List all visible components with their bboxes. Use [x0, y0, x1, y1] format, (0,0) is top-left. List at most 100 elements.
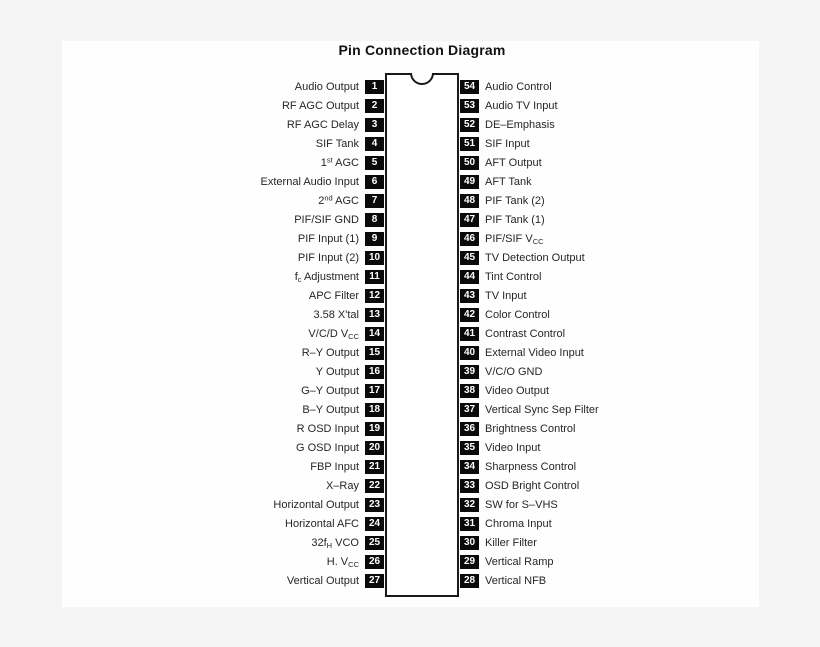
pin-row-24: Horizontal AFC 24	[62, 517, 759, 531]
pin-label: SIF Input	[485, 138, 530, 150]
pin-row-37: 37 Vertical Sync Sep Filter	[62, 403, 759, 417]
pin-row-46: 46 PIF/SIF VCC	[62, 232, 759, 246]
pin-row-34: 34 Sharpness Control	[62, 460, 759, 474]
pin-row-6: External Audio Input 6	[62, 175, 759, 189]
pin-number-box: 16	[365, 365, 384, 379]
pin-label: Vertical NFB	[485, 575, 547, 587]
pin-row-36: 36 Brightness Control	[62, 422, 759, 436]
pin-number-box: 15	[365, 346, 384, 360]
pin-number-box: 37	[460, 403, 479, 417]
pin-label: OSD Bright Control	[485, 480, 580, 492]
ic-chip-body	[385, 73, 459, 597]
pin-row-15: R–Y Output 15	[62, 346, 759, 360]
pin-number-box: 53	[460, 99, 479, 113]
pin-row-29: 29 Vertical Ramp	[62, 555, 759, 569]
pin-number-box: 41	[460, 327, 479, 341]
pin-number-box: 1	[365, 80, 384, 94]
pin-row-11: fc Adjustment 11	[62, 270, 759, 284]
left-pin-column: Audio Output 1 RF AGC Output 2 RF AGC Delay 3…	[62, 41, 759, 607]
pin-number-box: 3	[365, 118, 384, 132]
pin-number-box: 25	[365, 536, 384, 550]
pin-label: AFT Output	[485, 157, 542, 169]
pin-number-box: 26	[365, 555, 384, 569]
pin-label: External Audio Input	[260, 176, 359, 188]
pin-label: RF AGC Output	[281, 100, 359, 112]
pin-row-8: PIF/SIF GND 8	[62, 213, 759, 227]
pin-row-18: B–Y Output 18	[62, 403, 759, 417]
pin-row-14: V/C/D VCC 14	[62, 327, 759, 341]
pin-label: 32fH VCO	[311, 537, 359, 550]
pin-row-54: 54 Audio Control	[62, 80, 759, 94]
pin-row-44: 44 Tint Control	[62, 270, 759, 284]
right-pin-column: 54 Audio Control 53 Audio TV Input 52 DE–Emph…	[62, 41, 759, 607]
pin-label: Killer Filter	[485, 537, 537, 549]
pin-row-22: X–Ray 22	[62, 479, 759, 493]
pin-number-box: 45	[460, 251, 479, 265]
pin-row-52: 52 DE–Emphasis	[62, 118, 759, 132]
pin-number-box: 9	[365, 232, 384, 246]
pin-row-12: APC Filter 12	[62, 289, 759, 303]
pin-label: Contrast Control	[485, 328, 566, 340]
pin-number-box: 54	[460, 80, 479, 94]
pin-label: TV Detection Output	[485, 252, 585, 264]
pin-row-20: G OSD Input 20	[62, 441, 759, 455]
pin-number-box: 2	[365, 99, 384, 113]
pin-number-box: 29	[460, 555, 479, 569]
pin-row-26: H. VCC 26	[62, 555, 759, 569]
pin-number-box: 13	[365, 308, 384, 322]
pin-row-27: Vertical Output 27	[62, 574, 759, 588]
pin-row-1: Audio Output 1	[62, 80, 759, 94]
pin-number-box: 50	[460, 156, 479, 170]
pin-number-box: 21	[365, 460, 384, 474]
pin-label: SIF Tank	[315, 138, 359, 150]
pin-number-box: 34	[460, 460, 479, 474]
pin-number-box: 5	[365, 156, 384, 170]
pin-number-box: 40	[460, 346, 479, 360]
pin-label: Sharpness Control	[485, 461, 577, 473]
pin-row-38: 38 Video Output	[62, 384, 759, 398]
pin-row-41: 41 Contrast Control	[62, 327, 759, 341]
diagram-title: Pin Connection Diagram	[338, 42, 506, 58]
pin-row-16: Y Output 16	[62, 365, 759, 379]
pin-number-box: 32	[460, 498, 479, 512]
pin-label: Tint Control	[485, 271, 542, 283]
pin-number-box: 22	[365, 479, 384, 493]
pin-label: Audio Output	[294, 81, 359, 93]
pin-number-box: 20	[365, 441, 384, 455]
pin-label: Chroma Input	[485, 518, 552, 530]
pin-number-box: 28	[460, 574, 479, 588]
pin-label: R OSD Input	[296, 423, 359, 435]
pin-label: G–Y Output	[301, 385, 359, 397]
pin-number-box: 18	[365, 403, 384, 417]
pin-label: Audio TV Input	[485, 100, 558, 112]
subscript-text: CC	[348, 332, 359, 341]
pin-row-31: 31 Chroma Input	[62, 517, 759, 531]
pin-label: Horizontal AFC	[285, 518, 359, 530]
pin-number-box: 48	[460, 194, 479, 208]
pin-number-box: 38	[460, 384, 479, 398]
pin-number-box: 33	[460, 479, 479, 493]
pin-number-box: 44	[460, 270, 479, 284]
pin-number-box: 17	[365, 384, 384, 398]
pin-number-box: 46	[460, 232, 479, 246]
pin-label: DE–Emphasis	[485, 119, 555, 131]
pin-number-box: 43	[460, 289, 479, 303]
pin-row-40: 40 External Video Input	[62, 346, 759, 360]
pin-label: Video Output	[485, 385, 550, 397]
pin-label: Brightness Control	[485, 423, 576, 435]
pin-label: B–Y Output	[302, 404, 359, 416]
pin-label: FBP Input	[310, 461, 359, 473]
pin-label: V/C/D VCC	[308, 328, 359, 341]
pin-row-33: 33 OSD Bright Control	[62, 479, 759, 493]
pin-label: PIF Tank (2)	[485, 195, 545, 207]
pin-label: PIF/SIF GND	[294, 214, 359, 226]
pin-label: Color Control	[485, 309, 550, 321]
pin-row-9: PIF Input (1) 9	[62, 232, 759, 246]
pin-row-21: FBP Input 21	[62, 460, 759, 474]
pin-label: V/C/O GND	[485, 366, 543, 378]
pin-number-box: 19	[365, 422, 384, 436]
pin-number-box: 51	[460, 137, 479, 151]
pin-row-32: 32 SW for S–VHS	[62, 498, 759, 512]
pin-label: Vertical Output	[286, 575, 359, 587]
